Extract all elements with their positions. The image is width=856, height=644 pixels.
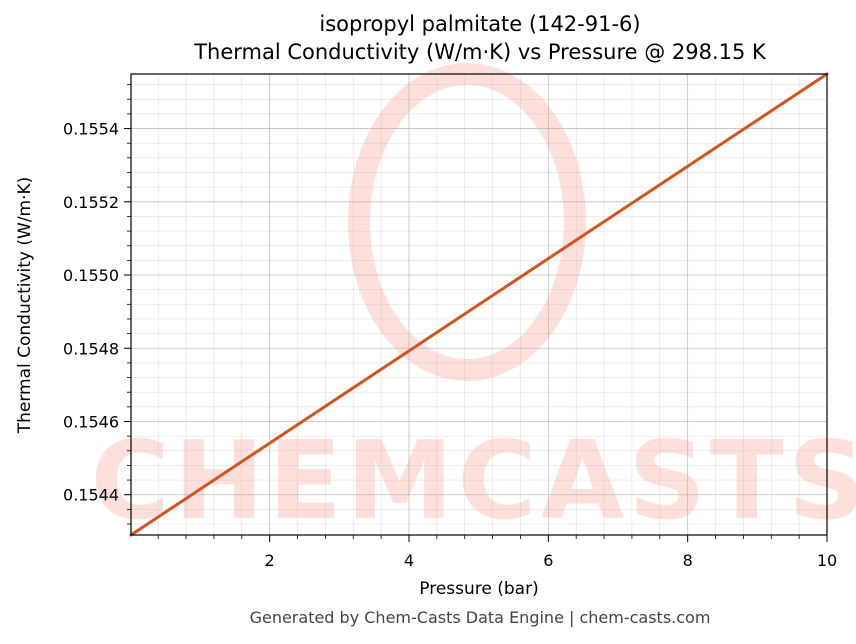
y-axis: 0.1544 0.1546 0.1548 0.1550 0.1552 0.1554: [63, 84, 131, 525]
x-tick-label: 2: [265, 551, 275, 570]
y-tick-label: 0.1552: [63, 193, 119, 212]
watermark-text: CHEMCASTS: [91, 419, 856, 544]
minor-grid: [131, 74, 827, 535]
x-tick-label: 6: [543, 551, 553, 570]
series-layer: [129, 72, 829, 537]
y-tick-label: 0.1544: [63, 486, 119, 505]
chart-subtitle: Thermal Conductivity (W/m·K) vs Pressure…: [194, 40, 766, 64]
x-axis-label: Pressure (bar): [419, 579, 538, 599]
x-tick-label: 8: [683, 551, 693, 570]
watermark-ring: [348, 63, 586, 381]
series-line: [129, 72, 829, 537]
y-tick-label: 0.1550: [63, 266, 119, 285]
y-tick-label: 0.1548: [63, 339, 119, 358]
x-tick-label: 4: [404, 551, 414, 570]
watermark-logo: CHEMCASTS: [91, 63, 856, 544]
x-axis: 2 4 6 8 10: [157, 535, 837, 570]
y-tick-label: 0.1546: [63, 412, 119, 431]
y-axis-label: Thermal Conductivity (W/m·K): [15, 177, 35, 435]
chart-title: isopropyl palmitate (142-91-6): [319, 12, 641, 36]
x-tick-label: 10: [817, 551, 837, 570]
footer-credit: Generated by Chem-Casts Data Engine | ch…: [249, 608, 711, 627]
y-tick-label: 0.1554: [63, 120, 119, 139]
